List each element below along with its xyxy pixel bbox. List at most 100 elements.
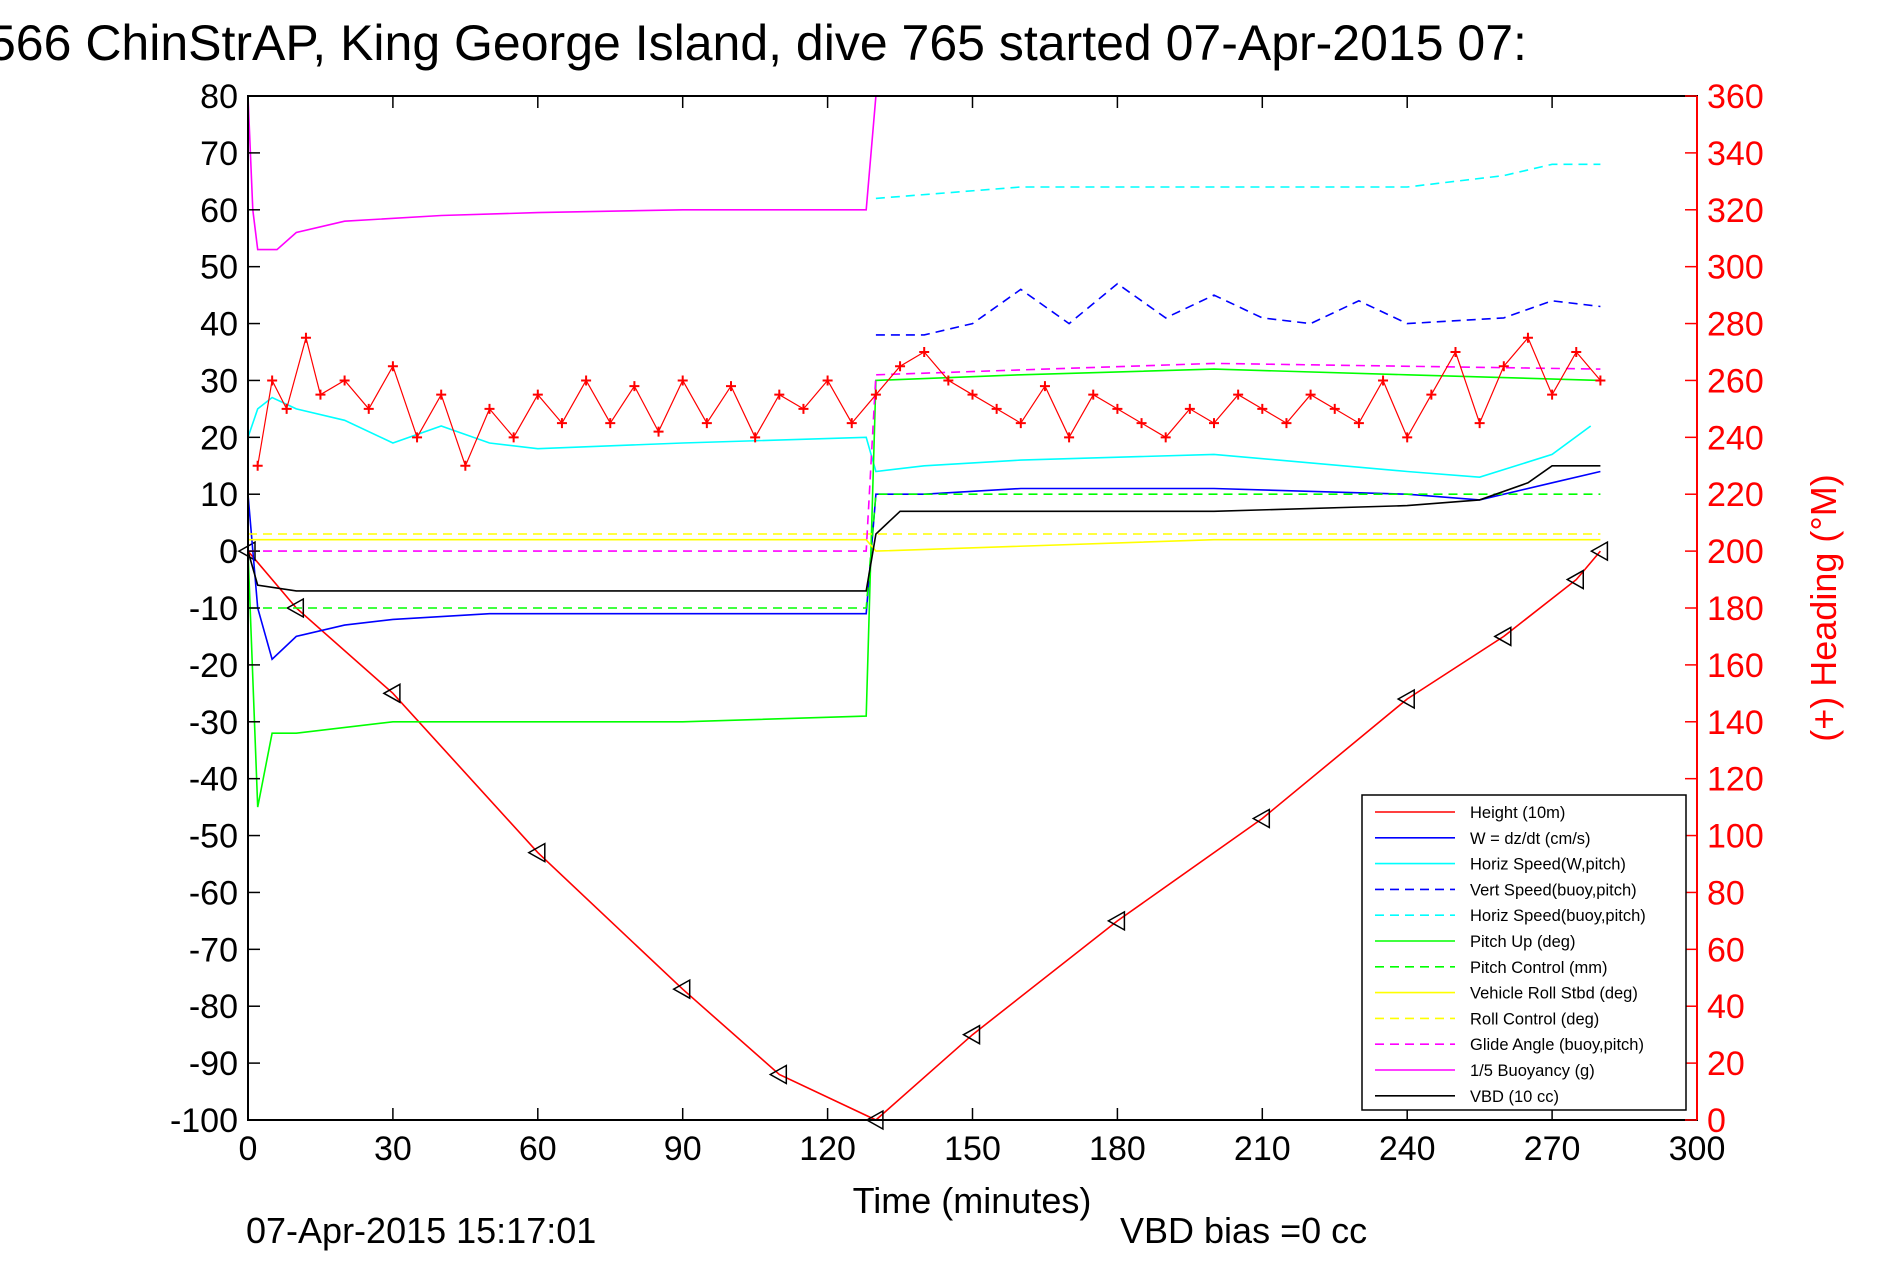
series-pitch-control-mm [248,493,1601,609]
height-marker [1493,626,1512,647]
heading-marker [267,375,278,386]
y-tick-label: -50 [189,818,238,856]
series-height-10m [247,550,1602,1121]
x-axis-label: Time (minutes) [853,1180,1092,1221]
y-right-tick-label: 240 [1707,419,1764,457]
height-marker [382,683,401,704]
heading-marker [1498,361,1509,372]
y-right-tick-label: 140 [1707,704,1764,742]
height-marker [1589,540,1609,562]
heading-marker [701,418,712,429]
heading-layer [252,332,1606,471]
legend: Height (10m) W = dz/dt (cm/s) Horiz Speed(… [1361,794,1687,1111]
heading-marker [363,403,374,414]
heading-marker [1329,403,1340,414]
y-right-tick-label: 180 [1707,590,1764,628]
heading-marker [774,389,785,400]
heading-marker [1474,418,1485,429]
timestamp-footer: 07-Apr-2015 15:17:01 [246,1210,596,1251]
y-right-tick-label: 20 [1707,1045,1745,1083]
heading-marker [252,460,263,471]
heading-marker [1450,347,1461,357]
x-tick-label: 120 [799,1130,856,1168]
series-heading-line [257,335,1601,468]
y-right-tick-label: 120 [1707,761,1764,799]
series-horiz-speed-buoy-pitch [875,163,1601,200]
y-right-tick-label: 60 [1707,931,1745,969]
x-tick-label: 90 [664,1130,702,1168]
y-tick-label: -60 [189,874,238,912]
y-right-tick-label: 80 [1707,874,1745,912]
heading-marker [508,432,519,443]
y-tick-label: -10 [189,590,238,628]
height-marker [285,597,305,619]
heading-marker [822,375,833,386]
y-tick-label: 0 [219,533,238,571]
height-marker [672,978,691,1000]
legend-label-horiz-speed-buoy-pitch: Horiz Speed(buoy,pitch) [1470,907,1646,925]
heading-marker [1378,375,1389,386]
y-right-tick-label: 260 [1707,362,1764,400]
heading-marker [1522,332,1533,343]
heading-marker [1402,432,1413,443]
x-tick-label: 210 [1234,1130,1291,1168]
heading-marker [581,375,592,386]
heading-marker [750,432,761,443]
y-tick-label: 20 [200,419,238,457]
y-right-tick-label: 0 [1707,1102,1726,1140]
heading-marker [1426,389,1437,400]
heading-marker [1209,418,1219,429]
height-marker [1251,808,1271,829]
height-marker [1106,910,1126,932]
series-vert-speed-buoy-pitch [875,282,1601,336]
legend-box [1361,794,1687,1111]
heading-marker [943,375,954,386]
heading-marker [1595,375,1606,386]
heading-marker [281,403,292,414]
y-right-tick-label: 220 [1707,476,1764,514]
y-axis-right-label: (+) Heading (°M) [1803,474,1844,741]
series-vbd-10-cc [247,464,1601,592]
heading-marker [1064,432,1075,443]
heading-marker [605,418,616,429]
heading-marker [460,460,471,471]
height-marker [1565,569,1584,590]
y-tick-label: -90 [189,1045,238,1083]
y-tick-label: -70 [189,931,238,969]
legend-label-pitch-up-deg: Pitch Up (deg) [1470,933,1575,951]
heading-marker [1015,418,1026,429]
heading-marker [726,381,736,392]
y-tick-label: -100 [170,1102,238,1140]
y-tick-label: 70 [200,135,238,173]
y-right-tick-label: 100 [1707,818,1764,856]
y-tick-label: 40 [200,306,238,344]
heading-marker [1112,403,1123,414]
chart-title: 566 ChinStrAP, King George Island, dive … [0,15,1527,71]
y-tick-label: -30 [189,704,238,742]
x-tick-label: 300 [1669,1130,1726,1168]
heading-marker [1281,418,1292,429]
x-tick-label: 30 [374,1130,412,1168]
x-tick-label: 60 [519,1130,557,1168]
y-right-tick-label: 280 [1707,306,1764,344]
y-tick-label: -20 [189,647,238,685]
y-tick-label: 50 [200,249,238,287]
y-tick-label: 30 [200,362,238,400]
y-right-tick-label: 360 [1707,78,1764,116]
series-horiz-speed-w-pitch [247,396,1592,479]
legend-label-vert-speed-buoy-pitch: Vert Speed(buoy,pitch) [1470,881,1637,899]
heading-marker [1088,389,1099,400]
x-tick-label: 240 [1379,1130,1436,1168]
series-glide-angle-buoy-pitch [248,362,1601,552]
series-1-5-buoyancy-g [247,95,877,251]
heading-marker [1305,389,1316,400]
height-marker [768,1064,788,1085]
heading-marker [1547,389,1558,400]
heading-marker [300,332,311,343]
legend-label-glide-angle-buoy-pitch: Glide Angle (buoy,pitch) [1470,1036,1644,1054]
y-tick-label: 80 [200,78,238,116]
height-marker [527,842,546,863]
height-marker [961,1024,981,1045]
legend-label-vbd-10-cc: VBD (10 cc) [1470,1088,1559,1106]
y-axis-right: 3603403203002802602402202001801601401201… [1685,78,1764,1140]
